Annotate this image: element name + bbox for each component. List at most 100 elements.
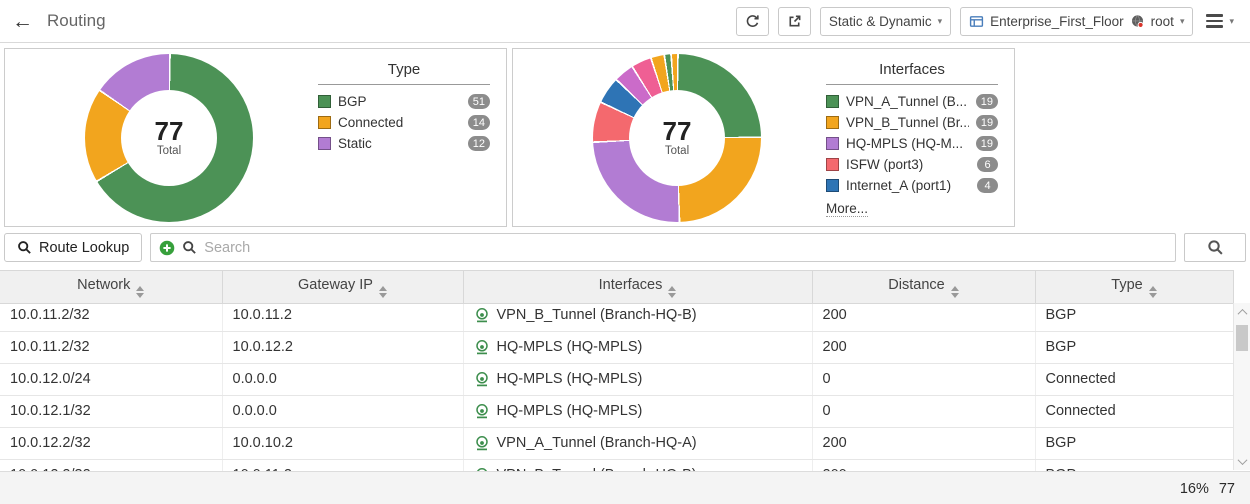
legend-swatch: [826, 137, 839, 150]
gateway-ip-cell: 10.0.11.2: [222, 304, 464, 332]
scroll-down-arrow[interactable]: [1234, 454, 1250, 468]
donut-chart[interactable]: 77 Total: [593, 53, 761, 222]
column-header-type[interactable]: Type: [1035, 270, 1234, 304]
gateway-ip-cell: 10.0.12.2: [222, 331, 464, 364]
route-type-chart-panel: 77 Total Type BGP 51 Connected 14 Static 12: [4, 48, 507, 227]
hamburger-icon: [1206, 14, 1224, 28]
legend-label: Internet_A (port1): [846, 178, 952, 193]
legend-count-badge: 19: [975, 94, 998, 109]
table-row[interactable]: 10.0.11.2/32 10.0.11.2 VPN_B_Tunnel (Bran…: [0, 304, 1233, 332]
column-header-label: Type: [1111, 276, 1143, 293]
table-body: 10.0.11.2/32 10.0.11.2 VPN_B_Tunnel (Bran…: [0, 304, 1233, 471]
search-input[interactable]: [204, 239, 1167, 256]
legend-swatch: [826, 158, 839, 171]
status-bar: 16% 77: [0, 471, 1250, 504]
table-row[interactable]: 10.0.11.2/32 10.0.12.2 HQ-MPLS (HQ-MPLS) 2…: [0, 331, 1233, 364]
table-row[interactable]: 10.0.12.2/32 10.0.10.2 VPN_A_Tunnel (Bran…: [0, 427, 1233, 460]
legend-label: ISFW (port3): [846, 157, 924, 172]
interface-name: VPN_B_Tunnel (Branch-HQ-B): [496, 306, 697, 323]
charts-section: 77 Total Type BGP 51 Connected 14 Static 12 7…: [0, 43, 1250, 227]
vdom-globe-icon: [1131, 14, 1144, 28]
interface-icon: [475, 340, 488, 355]
distance-cell: 200: [812, 459, 1036, 471]
column-header-gateway-ip[interactable]: Gateway IP: [222, 270, 464, 304]
sort-icon: [1148, 285, 1157, 298]
legend-count-badge: 12: [467, 136, 490, 151]
network-cell: 10.0.11.2/32: [0, 304, 223, 332]
refresh-button[interactable]: [735, 6, 769, 36]
menu-button[interactable]: ▾: [1202, 6, 1238, 36]
legend-item[interactable]: Internet_A (port1) 4: [826, 178, 998, 193]
chevron-down-icon: ▾: [1229, 15, 1234, 26]
legend-label: BGP: [338, 94, 367, 109]
legend-item[interactable]: VPN_B_Tunnel (Br... 19: [826, 115, 998, 130]
scrollbar-thumb[interactable]: [1236, 325, 1248, 351]
chart-legend: Type BGP 51 Connected 14 Static 12: [318, 49, 490, 151]
interface-name: VPN_A_Tunnel (Branch-HQ-A): [496, 435, 697, 451]
type-cell: Connected: [1035, 395, 1233, 428]
network-cell: 10.0.12.0/24: [0, 363, 223, 396]
column-header-interfaces[interactable]: Interfaces: [463, 270, 813, 304]
vertical-scrollbar[interactable]: [1233, 303, 1250, 470]
page-title: Routing: [47, 11, 106, 30]
network-cell: 10.0.12.2/32: [0, 459, 223, 471]
gateway-ip-cell: 0.0.0.0: [222, 363, 464, 396]
sort-icon: [950, 285, 959, 298]
legend-item[interactable]: VPN_A_Tunnel (B... 19: [826, 94, 998, 109]
network-cell: 10.0.12.1/32: [0, 395, 223, 428]
routes-table: Network Gateway IP Interfaces Distance Type …: [0, 270, 1250, 471]
scroll-up-arrow[interactable]: [1234, 305, 1250, 319]
sort-icon: [668, 285, 677, 298]
legend-item[interactable]: BGP 51: [318, 94, 490, 109]
donut-total-label: Total: [664, 145, 690, 158]
interface-icon: [475, 436, 488, 451]
type-cell: BGP: [1035, 459, 1233, 471]
type-cell: BGP: [1035, 304, 1233, 332]
interface-icon: [475, 307, 488, 322]
back-arrow-icon[interactable]: ←: [12, 9, 33, 33]
donut-chart[interactable]: 77 Total: [85, 53, 253, 222]
interface-icon: [476, 468, 487, 471]
route-lookup-button[interactable]: Route Lookup: [4, 233, 143, 262]
column-header-network[interactable]: Network: [0, 270, 223, 304]
legend-swatch: [826, 179, 839, 192]
legend-label: VPN_A_Tunnel (B...: [846, 94, 968, 109]
export-button[interactable]: [777, 6, 811, 36]
interfaces-chart-panel: 77 Total Interfaces VPN_A_Tunnel (B... 19…: [512, 48, 1015, 227]
column-header-label: Distance: [888, 276, 945, 293]
header-actions: Static & Dynamic ▾ Enterprise_First_Floo…: [735, 6, 1238, 36]
table-row[interactable]: 10.0.12.0/24 0.0.0.0 HQ-MPLS (HQ-MPLS) 0 Co…: [0, 363, 1233, 396]
device-name-label: Enterprise_First_Floor: [990, 13, 1124, 29]
column-header-distance[interactable]: Distance: [812, 270, 1036, 304]
add-filter-icon[interactable]: [159, 240, 175, 256]
legend-more-link[interactable]: More...: [826, 201, 869, 217]
distance-cell: 0: [812, 395, 1036, 428]
legend-item[interactable]: ISFW (port3) 6: [826, 157, 998, 172]
table-row[interactable]: 10.0.12.1/32 0.0.0.0 HQ-MPLS (HQ-MPLS) 0 Co…: [0, 395, 1233, 428]
search-icon: [183, 241, 197, 254]
legend-item[interactable]: HQ-MPLS (HQ-M... 19: [826, 136, 998, 151]
route-type-filter-dropdown[interactable]: Static & Dynamic ▾: [819, 6, 952, 36]
interface-icon: [475, 372, 488, 387]
table-scroll-viewport[interactable]: 10.0.11.2/32 10.0.11.2 VPN_B_Tunnel (Bran…: [0, 304, 1233, 471]
legend-swatch: [318, 95, 331, 108]
legend-swatch: [318, 137, 331, 150]
legend-item[interactable]: Static 12: [318, 136, 490, 151]
chart-legend: Interfaces VPN_A_Tunnel (B... 19 VPN_B_Tun…: [826, 49, 998, 217]
network-cell: 10.0.12.2/32: [0, 427, 223, 460]
interface-cell: HQ-MPLS (HQ-MPLS): [463, 395, 813, 428]
legend-items: BGP 51 Connected 14 Static 12: [318, 85, 490, 151]
search-submit-button[interactable]: [1184, 233, 1246, 262]
routes-table-header: Network Gateway IP Interfaces Distance Type: [0, 270, 1234, 304]
table-header-row: Network Gateway IP Interfaces Distance Type: [0, 270, 1234, 304]
legend-swatch: [826, 95, 839, 108]
legend-label: VPN_B_Tunnel (Br...: [846, 115, 969, 130]
donut-total: 77: [154, 115, 184, 146]
gateway-ip-cell: 0.0.0.0: [222, 395, 464, 428]
gateway-ip-cell: 10.0.11.2: [222, 459, 464, 471]
legend-item[interactable]: Connected 14: [318, 115, 490, 130]
device-vdom-dropdown[interactable]: Enterprise_First_Floor root ▾: [960, 6, 1194, 36]
distance-cell: 200: [812, 331, 1036, 364]
